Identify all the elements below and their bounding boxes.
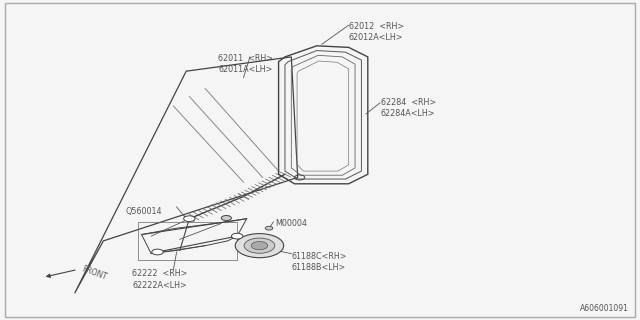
Text: FRONT: FRONT [81, 264, 109, 281]
Circle shape [265, 226, 273, 230]
Text: 62012  <RH>
62012A<LH>: 62012 <RH> 62012A<LH> [349, 22, 404, 42]
Text: 62222  <RH>
62222A<LH>: 62222 <RH> 62222A<LH> [132, 269, 188, 290]
Text: 61188C<RH>
61188B<LH>: 61188C<RH> 61188B<LH> [291, 252, 347, 272]
Circle shape [152, 249, 163, 255]
Circle shape [221, 215, 232, 220]
Circle shape [236, 234, 284, 258]
Circle shape [251, 242, 268, 250]
Text: 62011  <RH>
62011A<LH>: 62011 <RH> 62011A<LH> [218, 54, 273, 74]
Text: M00004: M00004 [275, 219, 307, 228]
Circle shape [184, 216, 195, 221]
Text: 62284  <RH>
62284A<LH>: 62284 <RH> 62284A<LH> [381, 98, 436, 118]
Circle shape [244, 238, 275, 253]
Text: A606001091: A606001091 [580, 304, 629, 313]
Circle shape [232, 233, 243, 239]
Text: Q560014: Q560014 [125, 207, 162, 216]
